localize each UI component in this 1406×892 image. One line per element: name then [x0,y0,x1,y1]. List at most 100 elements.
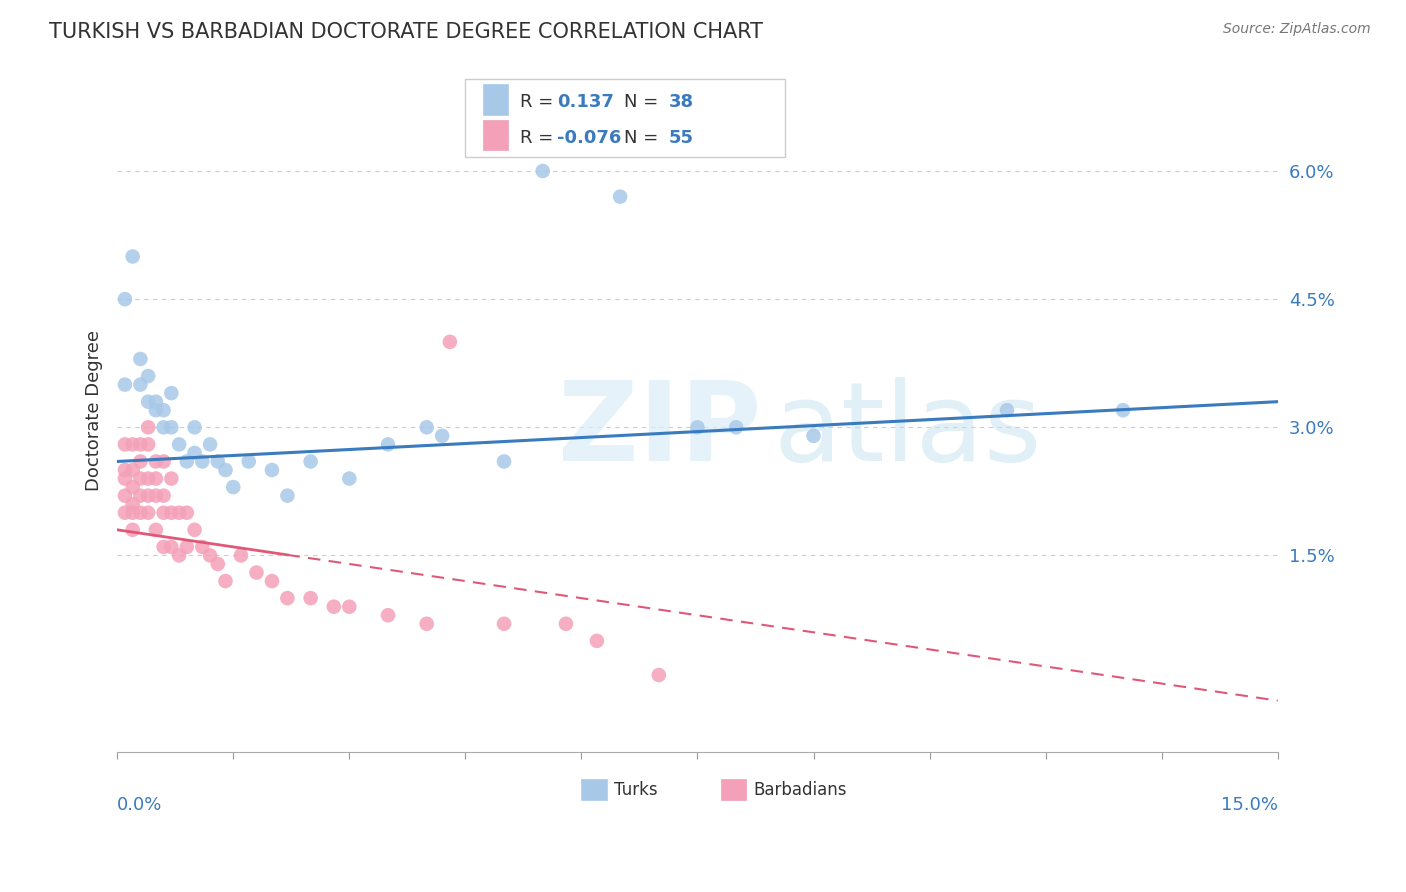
Text: -0.076: -0.076 [557,129,621,147]
Point [152,403,174,417]
FancyBboxPatch shape [482,120,509,151]
Text: 55: 55 [668,129,693,147]
Point [337,599,360,614]
Text: R =: R = [520,129,553,147]
Point [114,506,136,520]
Point [114,463,136,477]
Point [152,454,174,468]
Text: ZIP: ZIP [558,377,762,484]
Point [415,616,437,631]
Point [245,566,267,580]
Point [129,506,152,520]
Text: N =: N = [624,94,665,112]
Point [129,437,152,451]
FancyBboxPatch shape [482,84,509,114]
Point [198,549,221,563]
Point [121,523,143,537]
Point [160,386,183,401]
Text: Source: ZipAtlas.com: Source: ZipAtlas.com [1223,22,1371,37]
Point [260,463,283,477]
Point [129,351,152,366]
Point [276,591,298,606]
Point [725,420,748,434]
Point [160,540,183,554]
Point [114,471,136,485]
Point [145,471,167,485]
FancyBboxPatch shape [465,78,785,157]
Point [129,489,152,503]
Point [114,489,136,503]
FancyBboxPatch shape [582,780,607,800]
Point [555,616,578,631]
Point [492,616,515,631]
Point [377,437,399,451]
Point [121,250,143,264]
Point [114,377,136,392]
Point [1112,403,1135,417]
Point [145,454,167,468]
Point [995,403,1018,417]
Point [276,489,298,503]
FancyBboxPatch shape [721,780,747,800]
Point [152,420,174,434]
Point [145,403,167,417]
Point [176,454,198,468]
Point [114,437,136,451]
Text: N =: N = [624,129,665,147]
Point [191,454,214,468]
Text: 38: 38 [668,94,693,112]
Point [214,463,236,477]
Point [183,446,205,460]
Point [136,489,159,503]
Point [136,394,159,409]
Point [145,523,167,537]
Point [167,549,190,563]
Point [377,608,399,623]
Point [183,420,205,434]
Point [121,437,143,451]
Point [160,506,183,520]
Point [238,454,260,468]
Point [207,454,229,468]
Point [176,540,198,554]
Point [229,549,252,563]
Point [167,506,190,520]
Point [430,429,453,443]
Point [260,574,283,588]
Text: 0.0%: 0.0% [117,797,163,814]
Point [136,437,159,451]
Point [686,420,709,434]
Point [121,506,143,520]
Point [415,420,437,434]
Text: R =: R = [520,94,560,112]
Point [121,497,143,511]
Point [531,164,554,178]
Text: TURKISH VS BARBADIAN DOCTORATE DEGREE CORRELATION CHART: TURKISH VS BARBADIAN DOCTORATE DEGREE CO… [49,22,763,42]
Point [167,437,190,451]
Point [198,437,221,451]
Point [207,557,229,571]
Text: 15.0%: 15.0% [1220,797,1278,814]
Point [129,377,152,392]
Point [129,471,152,485]
Text: atlas: atlas [773,377,1042,484]
Point [121,480,143,494]
Point [136,369,159,384]
Point [299,591,322,606]
Point [648,668,671,682]
Point [160,471,183,485]
Point [322,599,344,614]
Point [176,506,198,520]
Point [299,454,322,468]
Text: Turks: Turks [614,780,658,798]
Point [191,540,214,554]
Point [145,394,167,409]
Point [586,633,609,648]
Point [145,489,167,503]
Point [136,420,159,434]
Point [136,471,159,485]
Point [152,540,174,554]
Point [803,429,825,443]
Point [439,334,461,349]
Point [183,523,205,537]
